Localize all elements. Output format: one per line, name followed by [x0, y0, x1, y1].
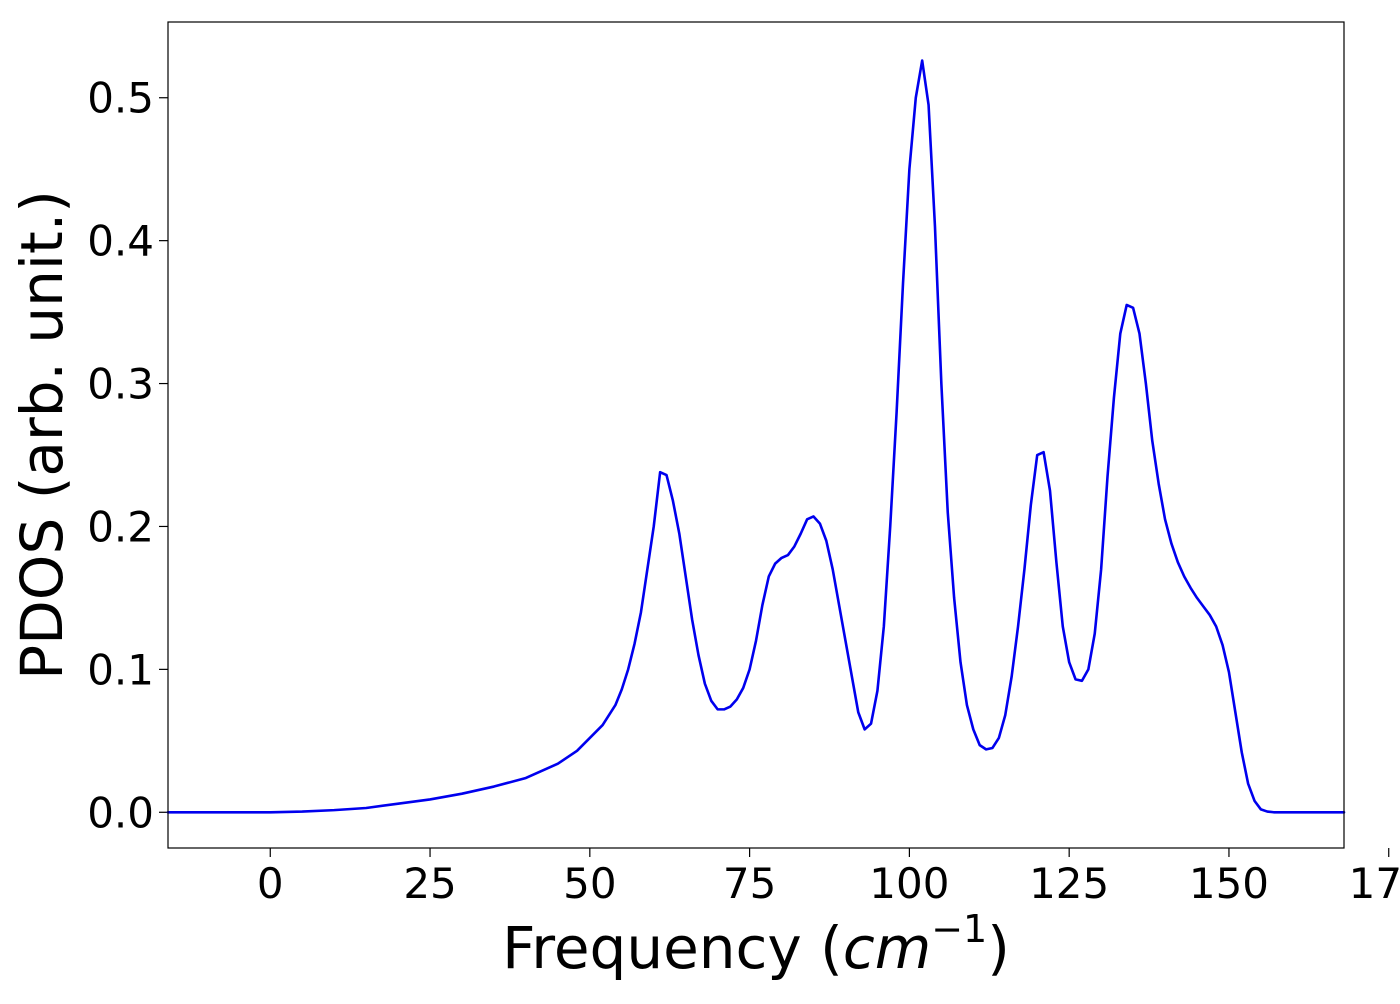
x-tick-label: 50 — [563, 859, 616, 908]
y-axis-ticks: 0.0 0.1 0.2 0.3 0.4 0.5 — [87, 74, 168, 837]
x-axis-title: Frequency (cm−1) — [502, 907, 1010, 982]
x-tick-label: 100 — [869, 859, 949, 908]
y-tick-label: 0.0 — [87, 788, 154, 837]
x-tick-label: 75 — [723, 859, 776, 908]
x-axis-title-text: Frequency ( — [502, 914, 843, 982]
plot-background — [168, 22, 1344, 848]
x-axis-title-unit-exponent: −1 — [931, 907, 987, 951]
y-tick-label: 0.3 — [87, 360, 154, 409]
x-tick-label: 150 — [1189, 859, 1269, 908]
x-axis-title-close: ) — [987, 914, 1010, 982]
x-tick-label: 0 — [257, 859, 284, 908]
y-tick-label: 0.1 — [87, 645, 154, 694]
y-tick-label: 0.5 — [87, 74, 154, 123]
plot-frame — [167, 21, 1345, 849]
x-tick-label: 125 — [1029, 859, 1109, 908]
x-axis-ticks: 0 25 50 75 100 125 150 175 — [257, 848, 1400, 908]
y-tick-label: 0.4 — [87, 217, 154, 266]
pdos-series-line — [166, 59, 1346, 814]
y-axis-title: PDOS (arb. unit.) — [8, 190, 76, 680]
x-axis-title-unit: cm — [843, 914, 931, 982]
y-tick-label: 0.2 — [87, 502, 154, 551]
x-tick-label: 25 — [403, 859, 456, 908]
x-tick-label: 175 — [1349, 859, 1400, 908]
